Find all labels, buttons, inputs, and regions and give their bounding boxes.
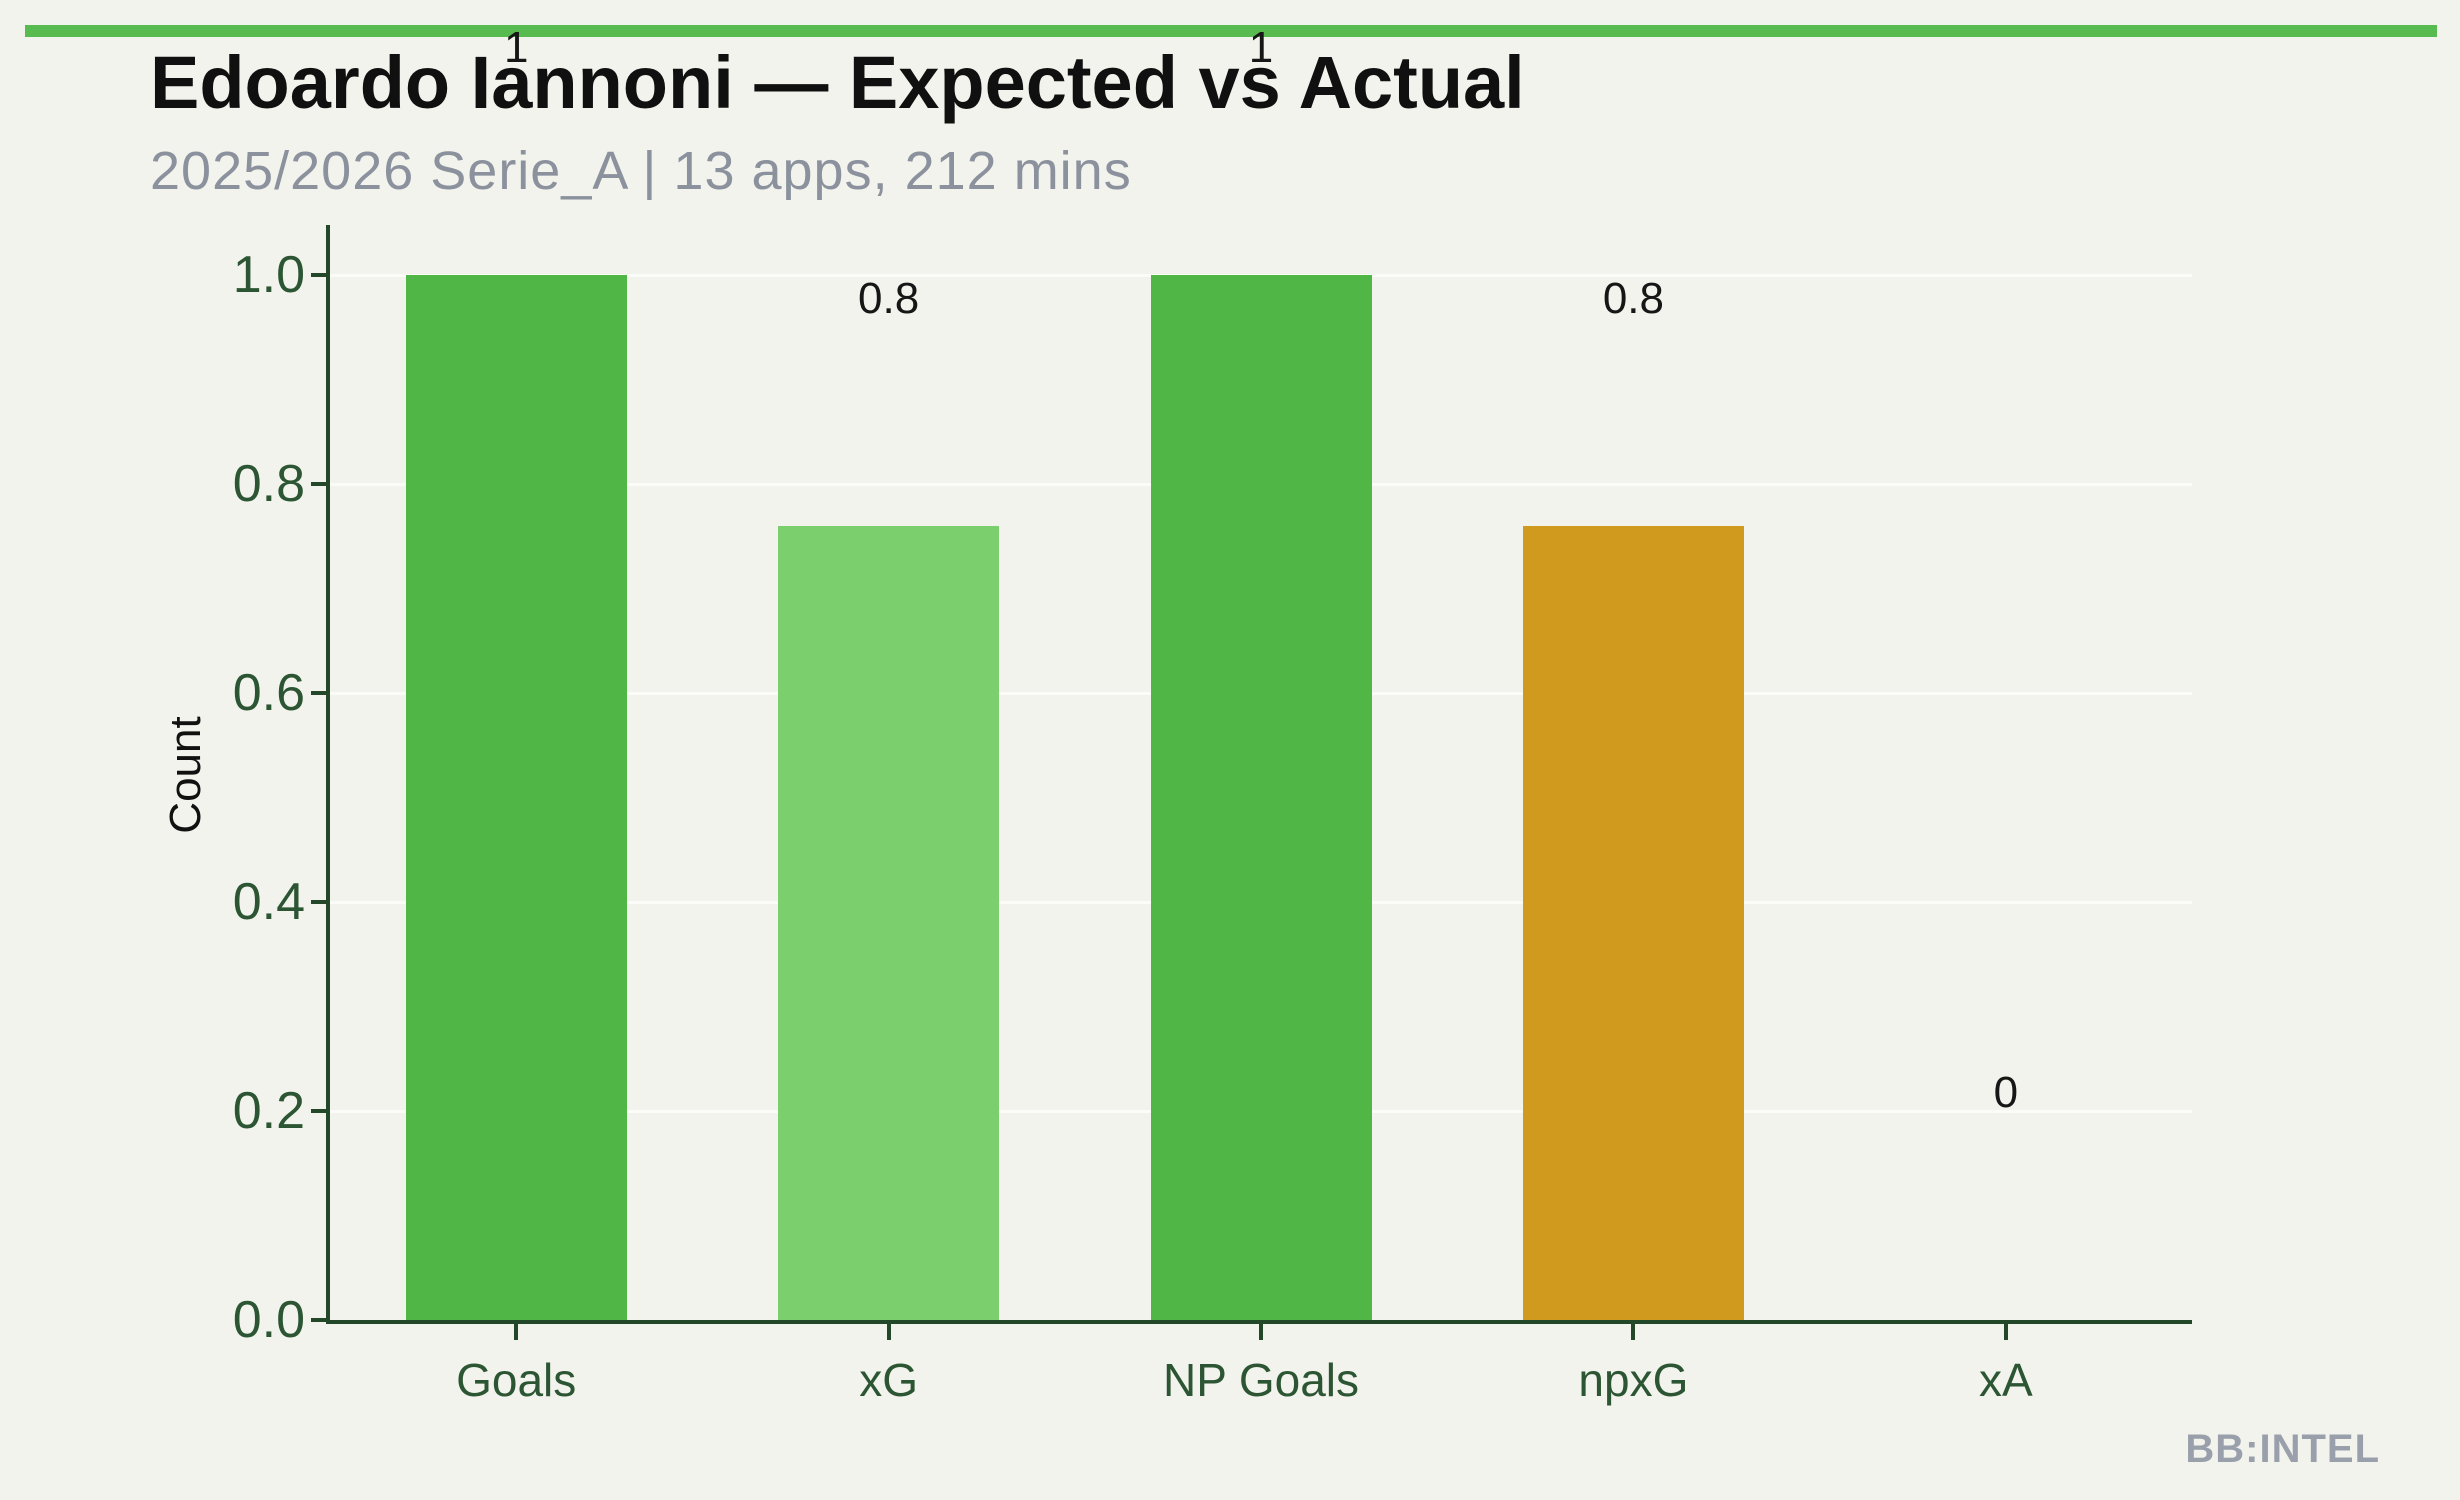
y-axis-line bbox=[326, 225, 330, 1324]
bar-column-xa: 0 bbox=[1820, 275, 2192, 1320]
bar-goals bbox=[405, 275, 627, 1320]
bar-column-npxg: 0.8 bbox=[1447, 275, 1819, 1320]
y-tick-label: 0.4 bbox=[232, 873, 305, 931]
bar-xg bbox=[778, 525, 1000, 1320]
x-tick-label-goals: Goals bbox=[456, 1354, 577, 1406]
y-tick-mark bbox=[311, 273, 326, 277]
bar-column-xg: 0.8 bbox=[702, 275, 1074, 1320]
bar-np-goals bbox=[1150, 275, 1372, 1320]
y-tick-mark bbox=[311, 900, 326, 904]
bar-column-np-goals: 1 bbox=[1075, 26, 1447, 1320]
bar-value-label: 1 bbox=[1248, 23, 1274, 72]
x-tick-label-npxg: npxG bbox=[1578, 1354, 1689, 1406]
bar-npxg bbox=[1522, 525, 1744, 1320]
y-tick-label: 0.0 bbox=[232, 1291, 305, 1349]
y-axis-title: Count bbox=[161, 716, 210, 834]
x-tick-mark bbox=[514, 1324, 519, 1340]
y-tick-label: 0.6 bbox=[232, 664, 305, 722]
accent-top-bar bbox=[25, 25, 2437, 37]
x-tick-mark bbox=[886, 1324, 891, 1340]
bar-value-label: 0.8 bbox=[1602, 273, 1665, 323]
y-tick-mark bbox=[311, 482, 326, 486]
x-tick-label-xa: xA bbox=[1978, 1354, 2033, 1406]
y-tick-mark bbox=[311, 1109, 326, 1113]
chart-subtitle: 2025/2026 Serie_A | 13 apps, 212 mins bbox=[150, 141, 1132, 201]
y-tick-label: 0.2 bbox=[232, 1082, 305, 1140]
bar-value-label: 0.8 bbox=[858, 273, 920, 323]
plot-area: 0.0 0.2 0.4 0.6 0.8 1.0 1 0.8 1 0.8 0 Goals xG NP G… bbox=[233, 26, 2192, 1406]
watermark: BB:INTEL bbox=[2185, 1427, 2380, 1471]
y-tick-label: 0.8 bbox=[232, 455, 305, 513]
x-tick-mark bbox=[2003, 1324, 2008, 1340]
bar-value-label: 0 bbox=[1993, 1068, 2019, 1117]
x-tick-mark bbox=[1631, 1324, 1636, 1340]
x-tick-mark bbox=[1259, 1324, 1263, 1340]
bar-column-goals: 1 bbox=[330, 26, 702, 1320]
bars-container: 1 0.8 1 0.8 0 bbox=[330, 26, 2192, 1320]
chart-title: Edoardo Iannoni — Expected vs Actual bbox=[150, 41, 1525, 124]
x-tick-label-np-goals: NP Goals bbox=[1162, 1354, 1360, 1406]
x-axis-line bbox=[326, 1320, 2192, 1324]
y-tick-mark bbox=[311, 691, 326, 695]
y-tick-mark bbox=[311, 1318, 326, 1322]
bar-value-label: 1 bbox=[503, 23, 529, 72]
y-tick-label: 1.0 bbox=[232, 246, 305, 304]
x-tick-label-xg: xG bbox=[859, 1354, 918, 1406]
